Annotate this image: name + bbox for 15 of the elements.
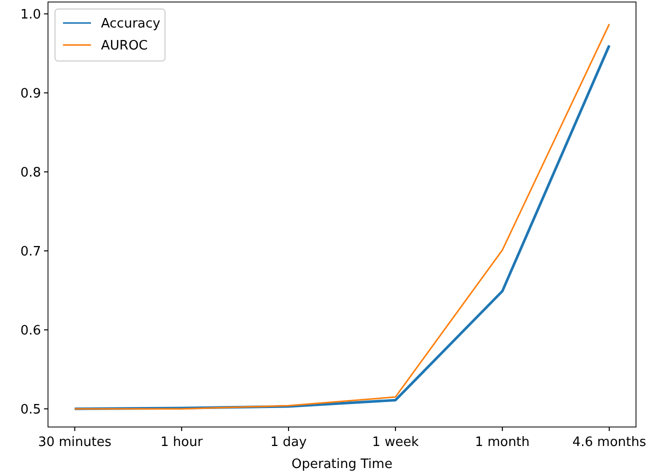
legend-label: Accuracy	[101, 16, 161, 32]
x-tick-label: 1 week	[372, 435, 420, 450]
y-tick-label: 0.9	[20, 86, 41, 102]
x-tick-label: 1 month	[475, 435, 530, 450]
y-tick-label: 0.8	[20, 165, 41, 180]
x-tick-label: 1 day	[270, 435, 308, 450]
y-tick-label: 0.5	[20, 402, 41, 418]
legend-label: AUROC	[101, 38, 148, 54]
y-tick-label: 0.6	[20, 323, 41, 338]
x-tick-label: 30 minutes	[38, 435, 112, 450]
y-tick-label: 1.0	[20, 7, 41, 22]
x-tick-label: 1 hour	[160, 435, 204, 450]
y-tick-label: 0.7	[20, 244, 41, 260]
x-tick-label: 4.6 months	[572, 435, 646, 450]
x-axis-title: Operating Time	[292, 457, 392, 472]
